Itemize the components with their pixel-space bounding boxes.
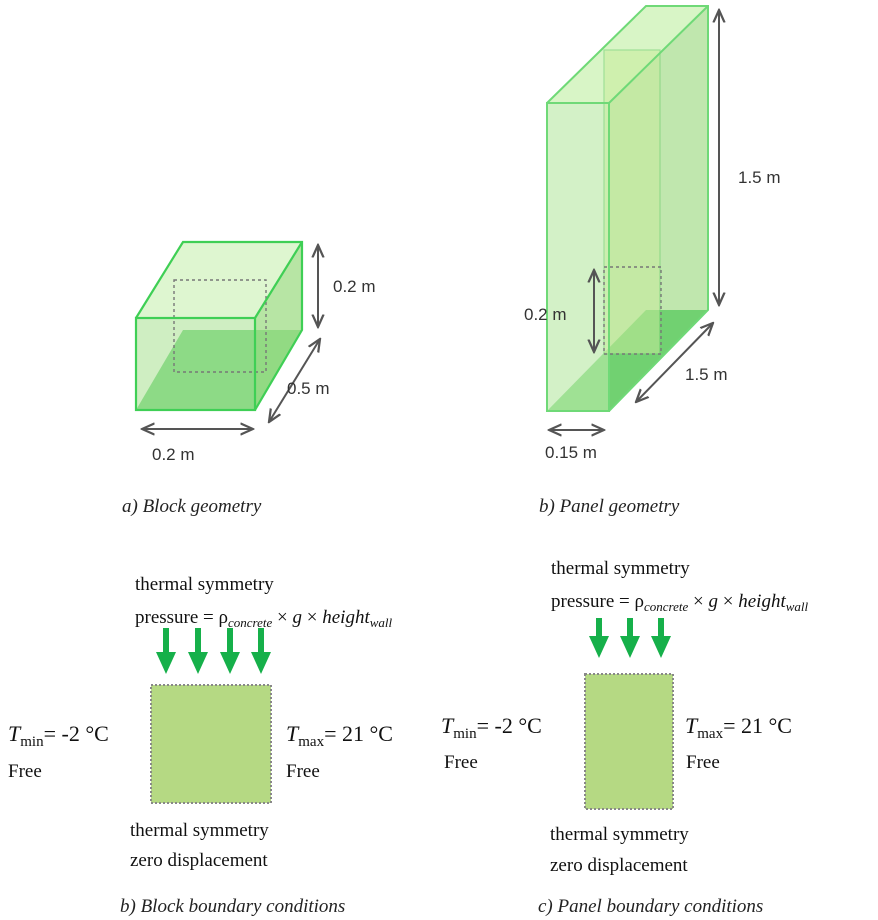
block-depth-label: 0.5 m bbox=[287, 379, 330, 398]
block-depth-dim-line bbox=[269, 339, 320, 422]
panel-bc-caption: c) Panel boundary conditions bbox=[538, 896, 763, 917]
panel-depth-label: 1.5 m bbox=[685, 365, 728, 384]
block-bc-top-label: thermal symmetry bbox=[135, 574, 274, 595]
panel-bc-bottom-label-2: zero displacement bbox=[550, 855, 688, 876]
panel-bc-domain bbox=[584, 673, 674, 810]
pressure-arrow-icon bbox=[251, 628, 271, 674]
block-right-free-label: Free bbox=[286, 761, 320, 782]
panel-sub-height-label: 0.2 m bbox=[524, 305, 567, 324]
block-height-label: 0.2 m bbox=[333, 277, 376, 296]
pressure-arrow-icon bbox=[220, 628, 240, 674]
block-tmax-label: Tmax= 21 °C bbox=[286, 721, 393, 750]
panel-tmax-label: Tmax= 21 °C bbox=[685, 713, 792, 742]
panel-bc-bottom-label-1: thermal symmetry bbox=[550, 824, 689, 845]
block-geometry-diagram: 0.2 m 0.5 m 0.2 m a) Block geometry bbox=[122, 240, 376, 517]
panel-geometry-caption: b) Panel geometry bbox=[539, 496, 680, 517]
block-right-face bbox=[255, 242, 302, 410]
pressure-arrow-icon bbox=[651, 618, 671, 658]
block-tmin-label: Tmin= -2 °C bbox=[8, 721, 109, 750]
block-bc-domain bbox=[150, 684, 272, 804]
panel-bc-pressure-formula: pressure = ρconcrete × g × heightwall bbox=[551, 591, 809, 614]
block-bc-pressure-formula: pressure = ρconcrete × g × heightwall bbox=[135, 607, 393, 630]
block-bc-bottom-label-1: thermal symmetry bbox=[130, 820, 269, 841]
panel-geometry-diagram: 1.5 m 0.2 m 1.5 m 0.15 m b) Panel geomet… bbox=[524, 5, 781, 517]
panel-front-face bbox=[547, 103, 609, 411]
pressure-arrow-icon bbox=[188, 628, 208, 674]
panel-width-label: 0.15 m bbox=[545, 443, 597, 462]
block-geometry-caption: a) Block geometry bbox=[122, 496, 262, 517]
block-bc-bottom-label-2: zero displacement bbox=[130, 850, 268, 871]
panel-tmin-label: Tmin= -2 °C bbox=[441, 713, 542, 742]
pressure-arrow-icon bbox=[589, 618, 609, 658]
panel-left-free-label: Free bbox=[444, 752, 478, 773]
block-left-free-label: Free bbox=[8, 761, 42, 782]
panel-depth-dim-line bbox=[636, 323, 713, 402]
pressure-arrow-icon bbox=[620, 618, 640, 658]
panel-inner-slab bbox=[603, 49, 661, 355]
block-bc-diagram: thermal symmetry pressure = ρconcrete × … bbox=[8, 574, 393, 917]
panel-pressure-arrows bbox=[589, 618, 671, 658]
panel-right-free-label: Free bbox=[686, 752, 720, 773]
panel-bc-top-label: thermal symmetry bbox=[551, 558, 690, 579]
block-hidden-edges bbox=[173, 279, 267, 373]
panel-height-label: 1.5 m bbox=[738, 168, 781, 187]
pressure-arrow-icon bbox=[156, 628, 176, 674]
panel-bc-diagram: thermal symmetry pressure = ρconcrete × … bbox=[441, 558, 809, 917]
block-front-face bbox=[136, 318, 255, 410]
block-bc-caption: b) Block boundary conditions bbox=[120, 896, 345, 917]
block-pressure-arrows bbox=[156, 628, 271, 674]
block-width-label: 0.2 m bbox=[152, 445, 195, 464]
